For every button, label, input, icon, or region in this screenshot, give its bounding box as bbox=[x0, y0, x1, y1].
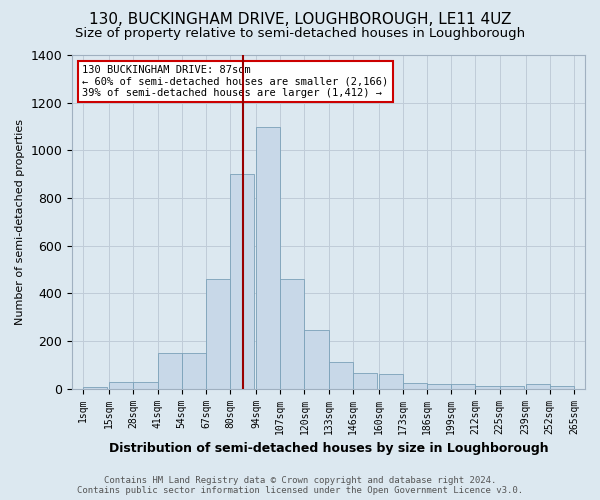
Y-axis label: Number of semi-detached properties: Number of semi-detached properties bbox=[15, 119, 25, 325]
Bar bbox=[158, 354, 182, 388]
Text: 130, BUCKINGHAM DRIVE, LOUGHBOROUGH, LE11 4UZ: 130, BUCKINGHAM DRIVE, LOUGHBOROUGH, LE1… bbox=[89, 12, 511, 28]
Bar bbox=[109, 382, 133, 388]
Bar bbox=[182, 354, 206, 388]
Bar bbox=[475, 386, 500, 388]
Bar bbox=[427, 384, 451, 388]
Bar bbox=[206, 279, 230, 388]
Bar bbox=[230, 174, 254, 388]
X-axis label: Distribution of semi-detached houses by size in Loughborough: Distribution of semi-detached houses by … bbox=[109, 442, 548, 455]
Bar bbox=[256, 126, 280, 388]
Bar bbox=[353, 373, 377, 388]
Bar bbox=[526, 384, 550, 388]
Bar bbox=[133, 382, 158, 388]
Bar bbox=[403, 382, 427, 388]
Bar bbox=[451, 384, 475, 388]
Bar bbox=[329, 362, 353, 388]
Bar bbox=[280, 279, 304, 388]
Text: Size of property relative to semi-detached houses in Loughborough: Size of property relative to semi-detach… bbox=[75, 28, 525, 40]
Bar bbox=[500, 386, 524, 388]
Bar bbox=[304, 330, 329, 388]
Text: Contains HM Land Registry data © Crown copyright and database right 2024.
Contai: Contains HM Land Registry data © Crown c… bbox=[77, 476, 523, 495]
Text: 130 BUCKINGHAM DRIVE: 87sqm
← 60% of semi-detached houses are smaller (2,166)
39: 130 BUCKINGHAM DRIVE: 87sqm ← 60% of sem… bbox=[82, 65, 389, 98]
Bar bbox=[550, 386, 574, 388]
Bar bbox=[83, 387, 107, 388]
Bar bbox=[379, 374, 403, 388]
